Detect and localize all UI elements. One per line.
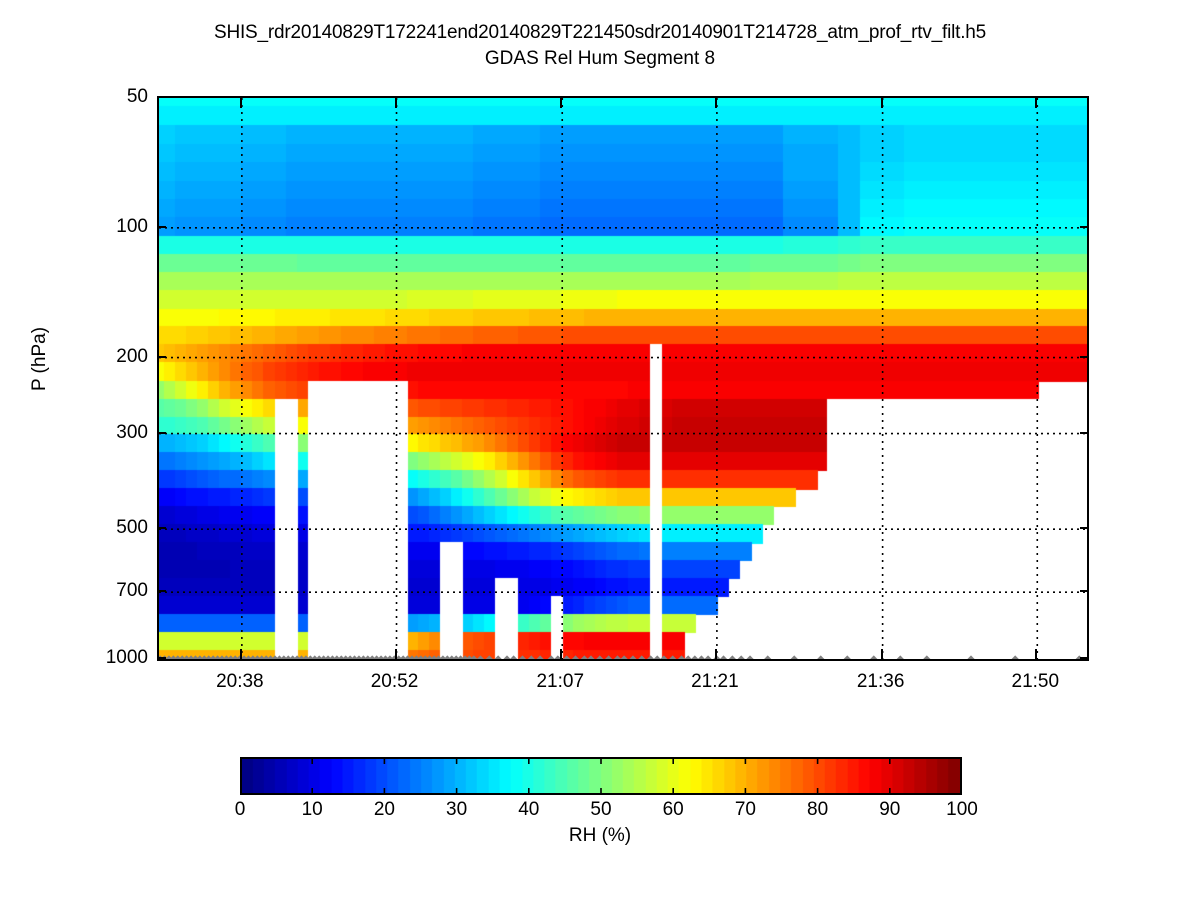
x-tick-mark — [1035, 649, 1038, 660]
x-tick-label-21-50: 21:50 — [1011, 671, 1060, 692]
y-tick-mark — [1080, 96, 1089, 98]
relative-humidity-heatmap — [159, 98, 1087, 659]
title-filename: SHIS_rdr20140829T172241end20140829T22145… — [213, 22, 987, 43]
x-tick-label-21-21: 21:21 — [691, 671, 739, 692]
x-tick-mark — [239, 649, 242, 660]
x-tick-mark — [560, 97, 563, 108]
y-axis-title: P (hPa) — [29, 326, 50, 392]
colorbar-gradient — [240, 757, 962, 795]
colorbar-tick-50: 50 — [590, 799, 612, 820]
colorbar — [240, 757, 962, 795]
x-tick-mark — [560, 649, 563, 660]
x-tick-mark — [880, 649, 883, 660]
colorbar-tick-20: 20 — [373, 799, 395, 820]
colorbar-tick-40: 40 — [518, 799, 540, 820]
colorbar-tick-70: 70 — [734, 799, 756, 820]
y-tick-label-100: 100 — [116, 215, 148, 237]
y-tick-mark — [1080, 527, 1089, 530]
y-axis-tick-labels: 50 100 200 300 500 700 1000 — [0, 0, 148, 900]
y-tick-mark — [1080, 590, 1089, 593]
x-tick-label-20-52: 20:52 — [370, 671, 419, 692]
y-tick-label-1000: 1000 — [105, 647, 148, 668]
colorbar-tick-80: 80 — [807, 799, 829, 820]
y-tick-mark — [157, 657, 166, 659]
colorbar-tick-90: 90 — [879, 799, 901, 820]
colorbar-tick-60: 60 — [662, 799, 684, 820]
y-tick-mark — [1080, 431, 1089, 434]
x-tick-mark — [880, 97, 883, 108]
y-tick-mark — [1080, 225, 1089, 228]
y-tick-label-200: 200 — [116, 345, 148, 367]
heatmap-plot-area — [157, 96, 1089, 661]
y-tick-label-500: 500 — [116, 517, 148, 539]
y-tick-mark — [1080, 657, 1089, 659]
x-tick-mark — [714, 97, 717, 108]
x-tick-label-21-07: 21:07 — [536, 671, 585, 692]
y-tick-mark — [1080, 355, 1089, 358]
x-tick-mark — [394, 649, 397, 660]
colorbar-title: RH (%) — [568, 825, 632, 846]
y-tick-mark — [157, 527, 166, 530]
title-subtitle: GDAS Rel Hum Segment 8 — [484, 48, 716, 69]
y-tick-mark — [157, 225, 166, 228]
y-tick-mark — [157, 96, 166, 98]
x-tick-mark — [1035, 97, 1038, 108]
y-tick-label-300: 300 — [116, 421, 148, 443]
y-tick-mark — [157, 431, 166, 434]
y-tick-mark — [157, 355, 166, 358]
colorbar-tick-100: 100 — [946, 799, 978, 820]
x-tick-mark — [394, 97, 397, 108]
colorbar-tick-10: 10 — [301, 799, 323, 820]
y-tick-mark — [157, 590, 166, 593]
figure-title: SHIS_rdr20140829T172241end20140829T22145… — [0, 20, 1200, 72]
x-tick-label-21-36: 21:36 — [856, 671, 905, 692]
x-tick-mark — [714, 649, 717, 660]
x-tick-label-20-38: 20:38 — [216, 671, 264, 692]
y-tick-label-700: 700 — [116, 580, 148, 602]
colorbar-tick-0: 0 — [234, 799, 246, 820]
colorbar-tick-30: 30 — [446, 799, 468, 820]
y-tick-label-50: 50 — [126, 86, 148, 107]
x-tick-mark — [239, 97, 242, 108]
